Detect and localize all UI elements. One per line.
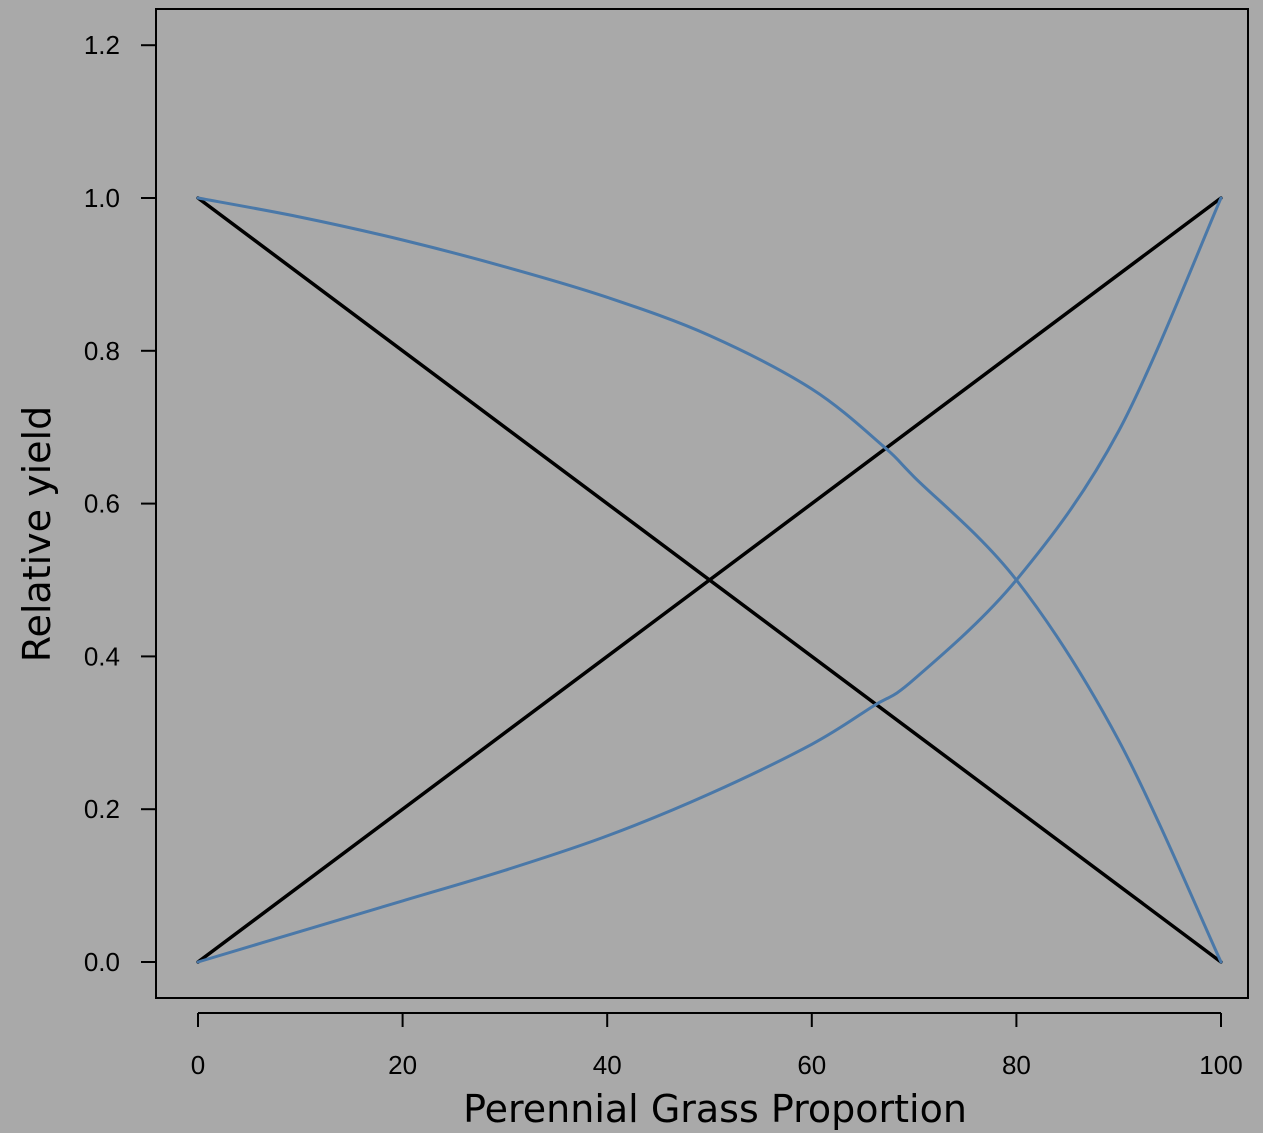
x-tick-label: 80 xyxy=(1002,1050,1031,1080)
y-axis: 0.0 0.2 0.4 0.6 0.8 1.0 1.2 xyxy=(84,30,157,977)
x-tick-label: 100 xyxy=(1199,1050,1242,1080)
y-tick-label: 0.0 xyxy=(84,947,120,977)
y-tick-label: 0.6 xyxy=(84,489,120,519)
series-line-2 xyxy=(196,196,1223,964)
x-tick-label: 20 xyxy=(388,1050,417,1080)
y-axis-title: Relative yield xyxy=(15,406,59,662)
y-tick-label: 1.2 xyxy=(84,30,120,60)
x-tick-label: 0 xyxy=(191,1050,205,1080)
x-axis-title: Perennial Grass Proportion xyxy=(463,1087,967,1131)
x-tick-label: 60 xyxy=(797,1050,826,1080)
y-tick-label: 1.0 xyxy=(84,183,120,213)
series-layer xyxy=(196,196,1223,964)
y-tick-label: 0.4 xyxy=(84,641,120,671)
y-tick-label: 0.2 xyxy=(84,794,120,824)
x-axis: 0 20 40 60 80 100 xyxy=(191,1012,1243,1080)
x-tick-label: 40 xyxy=(593,1050,622,1080)
series-line-3 xyxy=(196,196,1223,964)
series-line-4 xyxy=(196,196,1223,964)
y-tick-label: 0.8 xyxy=(84,336,120,366)
